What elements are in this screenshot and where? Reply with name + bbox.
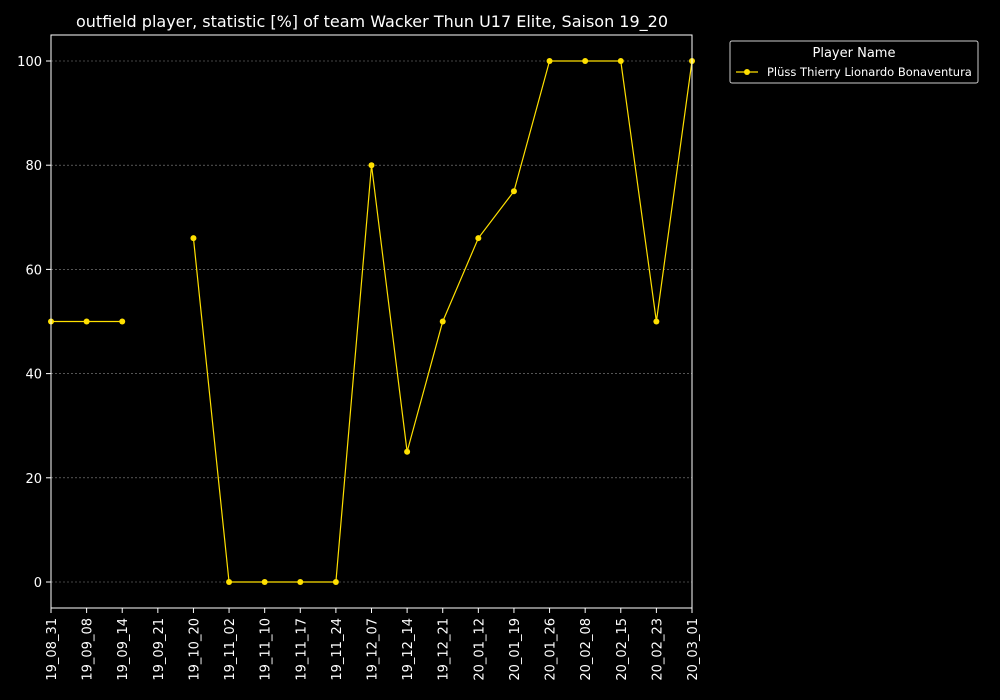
x-tick-label: 20_01_26 [544, 618, 559, 681]
x-tick-label: 20_02_15 [615, 618, 630, 681]
y-tick-label: 80 [25, 159, 42, 174]
x-tick-label: 19_12_14 [401, 618, 416, 681]
y-tick-label: 20 [25, 472, 42, 487]
data-point [439, 318, 446, 325]
series-layer [48, 58, 695, 585]
x-tick-label: 20_03_01 [686, 618, 701, 681]
chart-title: outfield player, statistic [%] of team W… [76, 12, 668, 32]
x-tick-label: 19_11_02 [223, 618, 238, 681]
data-point [617, 58, 624, 64]
x-tick-label: 20_02_23 [650, 618, 665, 681]
y-tick-label: 40 [25, 368, 42, 383]
y-tick-label: 0 [34, 576, 42, 591]
x-tick-label: 19_09_14 [116, 618, 131, 681]
data-point [475, 235, 482, 242]
data-point [510, 188, 517, 195]
y-tick-label: 60 [25, 263, 42, 278]
x-tick-label: 19_10_20 [187, 618, 202, 681]
x-tick-label: 20_01_12 [472, 618, 487, 681]
axes: 0 20 40 60 80 100 19_08_31 19_09_08 19_09_14 19_0… [17, 55, 701, 681]
data-point [368, 162, 375, 169]
x-tick-label: 19_12_07 [366, 618, 381, 681]
x-tick-label: 19_11_24 [330, 618, 345, 681]
data-point [261, 579, 268, 585]
x-tick-label: 20_01_19 [508, 618, 523, 681]
legend-title: Player Name [813, 46, 896, 61]
data-point [653, 318, 660, 325]
x-tick-label: 19_09_08 [81, 618, 96, 681]
data-point [297, 579, 304, 585]
data-point [404, 448, 411, 455]
legend-label: Plüss Thierry Lionardo Bonaventura [767, 65, 972, 79]
legend-box [729, 40, 979, 84]
data-point [83, 318, 90, 325]
x-tick-label: 20_02_08 [579, 618, 594, 681]
legend-marker-swatch [744, 69, 750, 75]
x-tick-label: 19_11_17 [294, 618, 309, 681]
x-tick-label: 19_11_10 [259, 618, 274, 681]
data-point [190, 235, 197, 242]
legend: Player Name Plüss Thierry Lionardo Bonav… [729, 40, 979, 84]
x-tick-label: 19_08_31 [45, 618, 60, 681]
y-tick-label: 100 [17, 55, 42, 70]
plot-frame [50, 34, 693, 609]
data-point [119, 318, 126, 325]
x-tick-label: 19_09_21 [152, 618, 167, 681]
data-point [582, 58, 589, 64]
data-point [332, 579, 339, 585]
data-point [546, 58, 553, 64]
x-tick-label: 19_12_21 [437, 618, 452, 681]
data-point [226, 579, 233, 585]
grid-lines [51, 60, 692, 583]
